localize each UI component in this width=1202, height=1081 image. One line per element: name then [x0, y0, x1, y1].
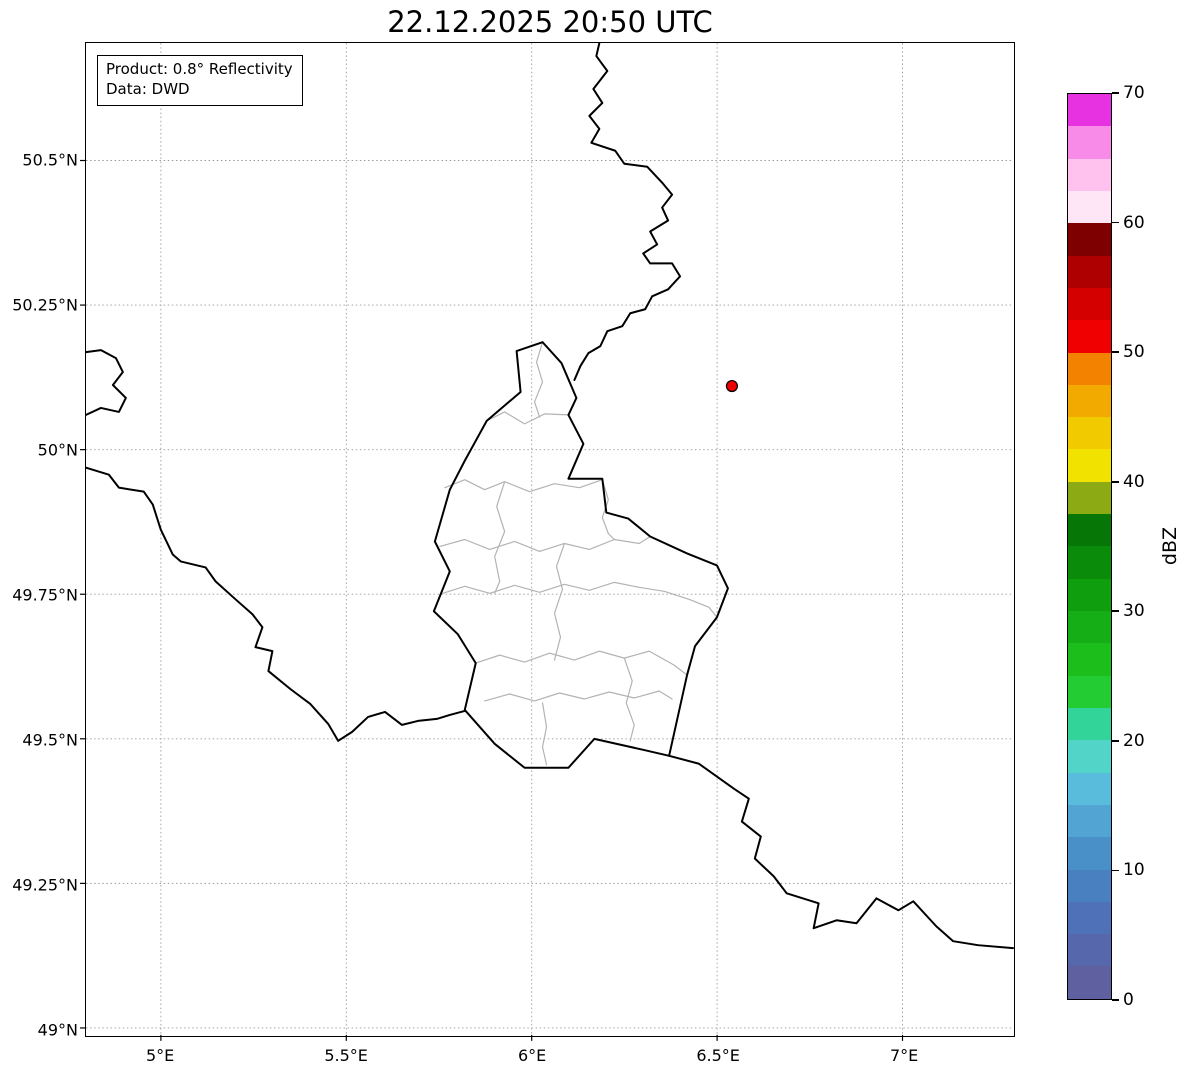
- district-border: [486, 411, 570, 425]
- colorbar-tick-label: 60: [1123, 212, 1145, 233]
- colorbar-segment: [1068, 255, 1111, 288]
- colorbar-tick-label: 30: [1123, 601, 1145, 622]
- colorbar-tick: [1112, 480, 1119, 483]
- colorbar: [1067, 93, 1112, 1000]
- colorbar-tick-label: 70: [1123, 83, 1145, 103]
- x-tick-label: 5°E: [145, 1046, 175, 1065]
- colorbar-segment: [1068, 417, 1111, 450]
- colorbar-segment: [1068, 158, 1111, 191]
- district-border: [601, 479, 615, 541]
- y-tick-label: 50.25°N: [12, 295, 78, 315]
- y-tick-label: 49.25°N: [12, 875, 78, 895]
- data-source-line: Data: DWD: [106, 79, 190, 98]
- colorbar-segment: [1068, 126, 1111, 159]
- colorbar-tick: [1112, 351, 1119, 353]
- colorbar-tick: [1112, 999, 1119, 1001]
- colorbar-tick: [1112, 610, 1119, 613]
- x-tick-label: 6°E: [517, 1046, 547, 1065]
- map-canvas: [80, 42, 1014, 1041]
- colorbar-segment: [1068, 740, 1111, 773]
- y-tick-label: 49°N: [37, 1020, 78, 1040]
- colorbar-segment: [1068, 578, 1111, 611]
- y-tick-label: 50°N: [37, 440, 78, 460]
- colorbar-segment: [1068, 449, 1111, 482]
- district-border: [484, 690, 673, 702]
- district-border: [475, 650, 688, 676]
- colorbar-segment: [1068, 804, 1111, 838]
- district-border: [541, 702, 548, 766]
- colorbar-segment: [1068, 481, 1111, 515]
- x-tick-label: 6.5°E: [696, 1046, 740, 1065]
- colorbar-tick-label: 10: [1123, 860, 1145, 881]
- x-tick-label: 5.5°E: [324, 1046, 368, 1065]
- colorbar-segment: [1068, 869, 1111, 902]
- colorbar-segment: [1068, 772, 1111, 805]
- colorbar-segment: [1068, 901, 1111, 935]
- district-border: [444, 479, 603, 493]
- y-tick-label: 50.5°N: [22, 150, 78, 170]
- colorbar-tick: [1112, 92, 1119, 94]
- product-line: Product: 0.8° Reflectivity: [106, 60, 293, 78]
- colorbar-segment: [1068, 611, 1111, 644]
- y-tick-label: 49.75°N: [12, 585, 78, 605]
- colorbar-segment: [1068, 384, 1111, 418]
- colorbar-segment: [1068, 287, 1111, 321]
- colorbar-tick-label: 40: [1123, 471, 1145, 492]
- colorbar-tick: [1112, 221, 1119, 224]
- colorbar-tick-label: 50: [1123, 342, 1145, 363]
- district-border: [553, 542, 566, 661]
- colorbar-segment: [1068, 223, 1111, 256]
- colorbar-segment: [1068, 966, 1111, 999]
- colorbar-segment: [1068, 514, 1111, 547]
- border-belgium-france: [85, 466, 466, 742]
- x-tick-label: 7°E: [889, 1046, 919, 1065]
- colorbar-tick-label: 0: [1123, 990, 1134, 1010]
- border-luxembourg: [432, 341, 729, 769]
- colorbar-segment: [1068, 190, 1111, 224]
- colorbar-segment: [1068, 643, 1111, 676]
- colorbar-segment: [1068, 352, 1111, 385]
- colorbar-segment: [1068, 546, 1111, 579]
- radar-site-marker: [725, 379, 739, 393]
- colorbar-tick-label: 20: [1123, 730, 1145, 751]
- product-info-box: Product: 0.8° Reflectivity Data: DWD: [97, 55, 303, 106]
- colorbar-segment: [1068, 675, 1111, 708]
- district-border: [494, 481, 506, 594]
- border-belgium-germany: [573, 42, 682, 382]
- border-givet-salient: [85, 349, 127, 416]
- colorbar-segment: [1068, 94, 1111, 127]
- y-tick-label: 49.5°N: [22, 730, 78, 750]
- colorbar-axis-label: dBZ: [1159, 526, 1181, 566]
- colorbar-tick: [1112, 740, 1119, 742]
- district-border: [439, 535, 651, 553]
- district-border: [623, 657, 635, 742]
- colorbar-segment: [1068, 320, 1111, 353]
- colorbar-segment: [1068, 837, 1111, 870]
- colorbar-segment: [1068, 707, 1111, 741]
- border-france-germany: [668, 754, 1014, 950]
- colorbar-segments: [1068, 94, 1111, 999]
- figure-title: 22.12.2025 20:50 UTC: [387, 5, 713, 39]
- map-plot-area: Product: 0.8° Reflectivity Data: DWD: [80, 42, 1015, 1041]
- district-border: [533, 341, 544, 418]
- colorbar-tick: [1112, 869, 1119, 872]
- colorbar-segment: [1068, 934, 1111, 967]
- district-border: [442, 581, 718, 618]
